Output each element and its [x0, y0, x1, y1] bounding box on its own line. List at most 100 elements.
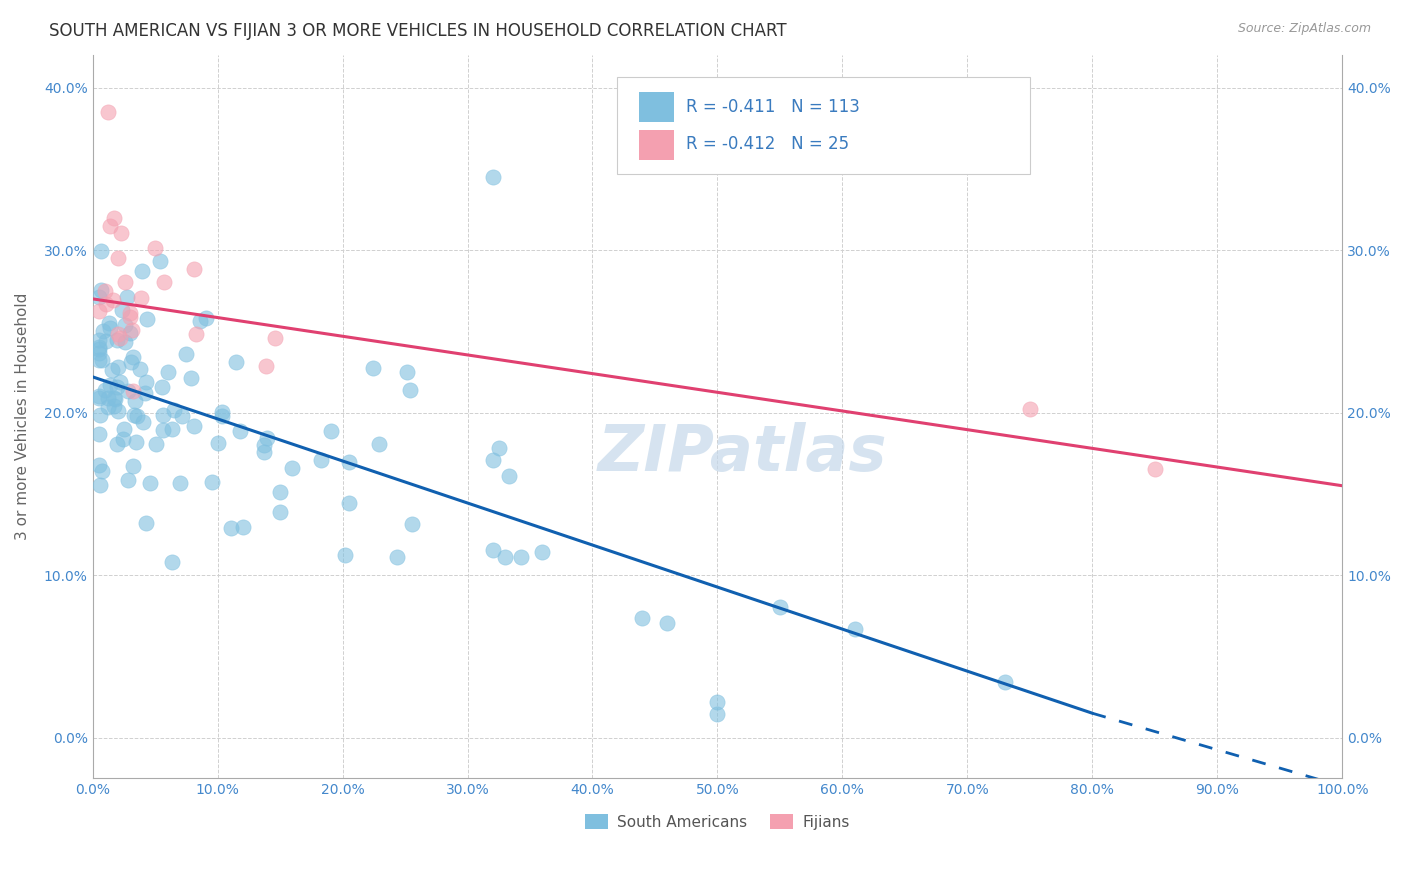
Point — [160, 422, 183, 436]
Point — [90, 244, 112, 258]
Point — [94, 297, 117, 311]
Point — [319, 424, 342, 438]
Text: ZIPatlas: ZIPatlas — [598, 422, 887, 483]
Point — [481, 169, 503, 184]
Point — [105, 437, 128, 451]
Point — [194, 311, 217, 326]
Point — [201, 475, 224, 489]
Point — [174, 347, 197, 361]
Point — [1143, 462, 1166, 476]
Point — [87, 303, 110, 318]
Point — [139, 475, 162, 490]
Point — [87, 392, 110, 406]
Point — [91, 464, 114, 478]
Point — [97, 316, 120, 330]
Point — [87, 353, 110, 368]
Point — [87, 334, 110, 348]
Text: R = -0.412   N = 25: R = -0.412 N = 25 — [686, 135, 849, 153]
Point — [101, 363, 124, 377]
Point — [120, 355, 142, 369]
Point — [103, 399, 125, 413]
Point — [263, 331, 285, 345]
Point — [207, 436, 229, 450]
Point — [101, 293, 124, 308]
FancyBboxPatch shape — [638, 129, 673, 160]
Point — [229, 424, 252, 438]
Point — [481, 453, 503, 467]
Point — [657, 615, 679, 630]
Point — [87, 458, 110, 472]
Point — [87, 290, 110, 304]
Point — [115, 290, 138, 304]
Point — [125, 409, 148, 423]
Point — [98, 378, 121, 392]
Point — [91, 324, 114, 338]
Point — [94, 383, 117, 397]
Point — [89, 408, 111, 422]
Point — [111, 303, 134, 318]
Point — [152, 423, 174, 437]
Point — [131, 264, 153, 278]
Point — [120, 326, 142, 341]
Point — [94, 285, 117, 299]
Point — [631, 610, 654, 624]
Point — [163, 403, 186, 417]
Point — [170, 409, 193, 423]
Point — [150, 380, 173, 394]
Point — [107, 359, 129, 374]
Point — [270, 484, 292, 499]
Point — [401, 517, 423, 532]
Point — [994, 674, 1017, 689]
Point — [509, 549, 531, 564]
Point — [706, 695, 728, 709]
Point — [149, 253, 172, 268]
Point — [112, 422, 135, 436]
Point — [121, 323, 143, 337]
Point — [87, 426, 110, 441]
Point — [103, 391, 125, 405]
Point — [96, 334, 118, 349]
Point — [337, 496, 360, 510]
Point — [114, 318, 136, 333]
Point — [122, 350, 145, 364]
Point — [122, 409, 145, 423]
Point — [98, 321, 121, 335]
Point — [112, 432, 135, 446]
Point — [706, 706, 728, 721]
FancyBboxPatch shape — [617, 77, 1029, 175]
Point — [498, 468, 520, 483]
Text: SOUTH AMERICAN VS FIJIAN 3 OR MORE VEHICLES IN HOUSEHOLD CORRELATION CHART: SOUTH AMERICAN VS FIJIAN 3 OR MORE VEHIC… — [49, 22, 787, 40]
Text: R = -0.411   N = 113: R = -0.411 N = 113 — [686, 98, 860, 116]
Point — [153, 275, 176, 289]
Point — [156, 365, 179, 379]
Point — [97, 401, 120, 415]
Point — [107, 404, 129, 418]
Point — [87, 342, 110, 356]
Point — [117, 473, 139, 487]
Point — [122, 459, 145, 474]
Point — [97, 391, 120, 405]
Point — [105, 333, 128, 347]
Point — [769, 599, 792, 614]
Point — [1018, 402, 1040, 417]
Point — [104, 392, 127, 406]
Point — [108, 375, 131, 389]
Point — [114, 275, 136, 289]
Y-axis label: 3 or more Vehicles in Household: 3 or more Vehicles in Household — [15, 293, 30, 541]
Point — [132, 415, 155, 429]
Point — [124, 393, 146, 408]
Point — [180, 371, 202, 385]
Point — [135, 375, 157, 389]
Point — [254, 359, 277, 373]
Point — [118, 306, 141, 320]
Point — [494, 550, 516, 565]
Point — [530, 545, 553, 559]
Point — [145, 436, 167, 450]
Point — [107, 380, 129, 394]
Point — [309, 453, 332, 467]
Point — [87, 346, 110, 360]
Point — [117, 384, 139, 398]
Point — [122, 384, 145, 398]
Point — [87, 340, 110, 354]
Point — [269, 505, 291, 519]
